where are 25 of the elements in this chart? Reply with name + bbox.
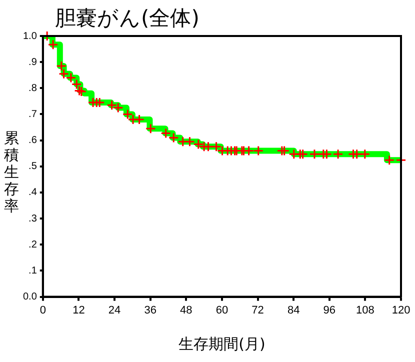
y-tick-label: .7 <box>28 108 38 120</box>
x-tick-label: 120 <box>392 304 410 316</box>
y-tick-label: .1 <box>28 265 38 276</box>
x-tick-label: 96 <box>323 304 336 316</box>
y-tick-label: .2 <box>28 239 38 250</box>
y-tick-label: 0.0 <box>22 292 38 303</box>
x-tick-label: 48 <box>180 304 192 316</box>
x-tick-label: 24 <box>108 304 121 316</box>
y-tick-label: .8 <box>28 82 38 94</box>
y-axis-title: 累積生存率 <box>4 129 20 215</box>
y-tick-label: 1.0 <box>22 30 38 42</box>
y-tick-label: .4 <box>28 187 38 198</box>
y-tick-label: .6 <box>28 135 38 146</box>
x-tick-label: 60 <box>216 304 228 316</box>
x-axis-title: 生存期間(月) <box>178 334 266 353</box>
y-tick-label: .5 <box>28 161 38 172</box>
y-tick-label: .3 <box>28 213 38 224</box>
x-tick-label: 0 <box>40 304 46 316</box>
y-tick-label: .9 <box>28 56 38 68</box>
x-tick-label: 36 <box>144 304 156 316</box>
x-tick-label: 72 <box>252 304 264 316</box>
x-tick-label: 108 <box>356 304 374 316</box>
chart-title: 胆嚢がん(全体) <box>55 5 200 32</box>
x-tick-label: 12 <box>72 304 85 316</box>
x-tick-label: 84 <box>287 304 300 316</box>
